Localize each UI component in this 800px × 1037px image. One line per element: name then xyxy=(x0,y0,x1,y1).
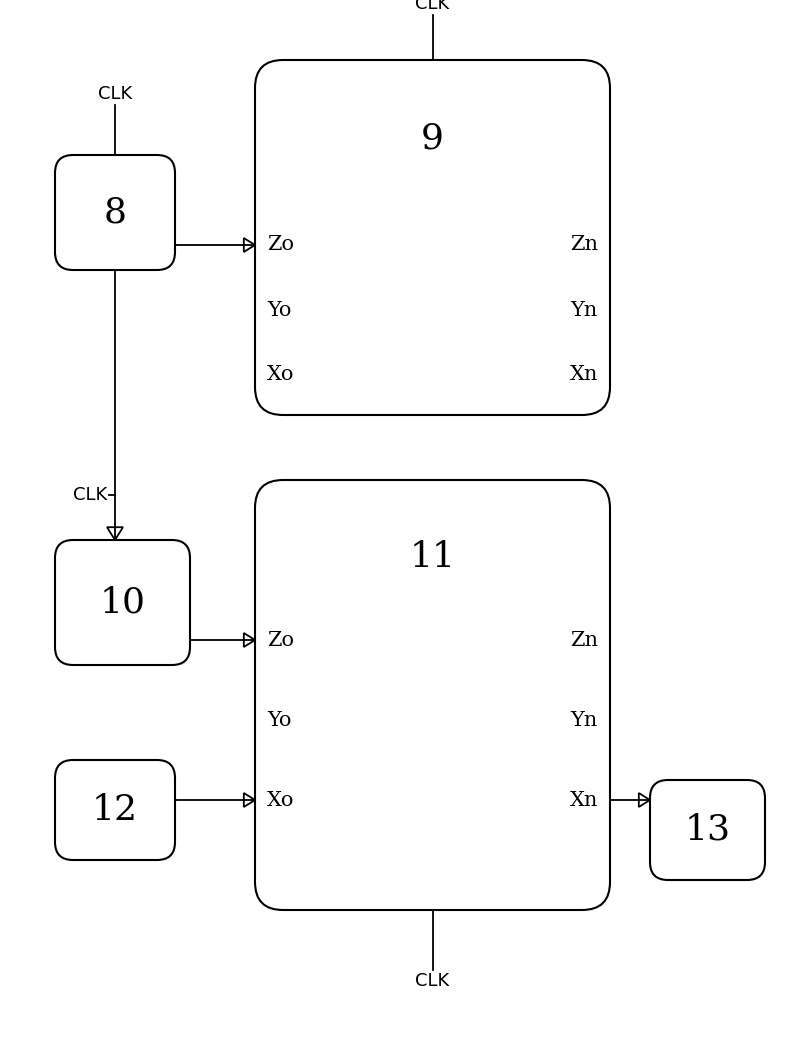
FancyBboxPatch shape xyxy=(55,155,175,270)
Text: 11: 11 xyxy=(410,540,455,574)
Text: Xn: Xn xyxy=(570,790,598,810)
Text: 9: 9 xyxy=(421,121,444,156)
Text: Yo: Yo xyxy=(267,710,291,729)
FancyBboxPatch shape xyxy=(55,540,190,665)
Text: Yn: Yn xyxy=(570,301,598,319)
FancyBboxPatch shape xyxy=(255,60,610,415)
Text: Zo: Zo xyxy=(267,630,294,649)
Text: CLK: CLK xyxy=(98,85,132,103)
Text: Yn: Yn xyxy=(570,710,598,729)
FancyBboxPatch shape xyxy=(55,760,175,860)
Text: 13: 13 xyxy=(685,813,730,847)
Text: Zo: Zo xyxy=(267,235,294,254)
Text: 8: 8 xyxy=(103,196,126,229)
FancyBboxPatch shape xyxy=(650,780,765,880)
Text: 12: 12 xyxy=(92,793,138,826)
Text: 10: 10 xyxy=(99,586,146,619)
Text: Yo: Yo xyxy=(267,301,291,319)
Text: Xo: Xo xyxy=(267,790,294,810)
Text: Xo: Xo xyxy=(267,365,294,385)
Text: Xn: Xn xyxy=(570,365,598,385)
Text: Zn: Zn xyxy=(570,630,598,649)
Text: CLK: CLK xyxy=(415,0,450,13)
Text: Zn: Zn xyxy=(570,235,598,254)
FancyBboxPatch shape xyxy=(255,480,610,910)
Text: CLK: CLK xyxy=(73,486,107,504)
Text: CLK: CLK xyxy=(415,972,450,990)
